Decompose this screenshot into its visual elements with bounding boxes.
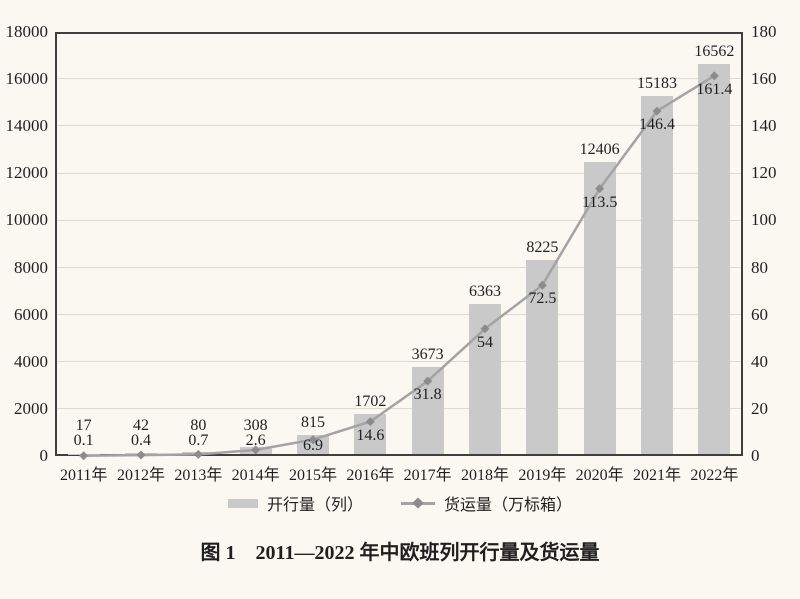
line-value-label: 6.9: [303, 437, 323, 454]
x-axis-tick-label: 2018年: [460, 467, 509, 484]
x-axis-tick-label: 2015年: [288, 467, 337, 484]
bar-value-label: 308: [243, 417, 268, 434]
y-axis-right-tick-label: 140: [751, 116, 777, 136]
bar-value-label: 80: [190, 417, 207, 434]
y-axis-left-tick-label: 0: [39, 446, 49, 465]
line-value-label: 2.6: [245, 432, 266, 449]
diamond-marker-icon: [251, 445, 261, 455]
y-axis-right-tick-label: 80: [751, 257, 768, 277]
gridline: [55, 78, 743, 80]
line-value-label: 72.5: [528, 290, 557, 308]
y-axis-left-tick-label: 10000: [5, 210, 49, 230]
gridline: [55, 313, 743, 315]
x-axis-tick-label: 2019年: [518, 467, 567, 484]
diamond-marker-icon: [537, 280, 547, 290]
diamond-marker-icon: [480, 324, 490, 334]
bar-value-label: 16562: [694, 42, 735, 60]
legend: 开行量（列） 货运量（万标箱）: [0, 492, 800, 514]
x-axis-tick-label: 2020年: [575, 467, 624, 484]
y-axis-right-tick-label: 120: [751, 163, 777, 183]
bar-value-label: 12406: [579, 140, 620, 158]
y-axis-left-tick-label: 6000: [14, 304, 48, 324]
diamond-marker-icon: [709, 71, 719, 81]
gridline: [55, 266, 743, 268]
line-value-label: 113.5: [581, 193, 618, 211]
x-axis-tick-label: 2022年: [690, 467, 739, 484]
figure-caption: 图 1 2011—2022 年中欧班列开行量及货运量: [200, 542, 600, 564]
legend-item-line: 货运量（万标箱）: [401, 491, 572, 515]
gridline: [55, 219, 743, 221]
bar: [641, 96, 673, 454]
line-series-swatch: [401, 497, 435, 509]
y-axis-left-tick-label: 16000: [5, 69, 49, 89]
y-axis-left-tick-label: 8000: [14, 257, 48, 277]
bar: [583, 161, 616, 454]
line-value-label: 0.7: [188, 432, 209, 449]
y-axis-left-tick-label: 4000: [14, 351, 48, 371]
bar-value-label: 815: [301, 413, 325, 431]
diamond-marker-icon: [652, 106, 662, 116]
y-axis-right-tick-label: 60: [751, 304, 768, 324]
y-axis-left-tick-label: 14000: [5, 116, 49, 136]
x-axis-tick-label: 2017年: [403, 467, 452, 484]
diamond-marker-icon: [308, 435, 318, 445]
line-value-label: 31.8: [413, 386, 442, 404]
diamond-marker-icon: [423, 376, 433, 386]
bar-value-label: 17: [75, 417, 92, 434]
y-axis-right-tick-label: 180: [751, 22, 777, 41]
gridline: [55, 361, 743, 363]
bar-value-label: 6363: [469, 283, 501, 301]
diamond-marker-icon: [595, 184, 605, 194]
y-axis-right-tick-label: 20: [751, 398, 768, 418]
legend-label-line: 货运量（万标箱）: [444, 497, 573, 514]
diamond-marker-icon: [365, 417, 375, 427]
line-value-label: 14.6: [356, 426, 385, 444]
gridline: [55, 125, 743, 127]
x-axis-tick-label: 2021年: [632, 467, 681, 484]
line-value-label: 146.4: [639, 116, 675, 134]
x-axis-tick-label: 2016年: [346, 467, 395, 484]
legend-item-bars: 开行量（列）: [227, 491, 363, 515]
bar-series-swatch: [227, 498, 258, 508]
line-value-label: 0.1: [73, 432, 94, 449]
gridline: [55, 172, 743, 174]
bar: [698, 63, 731, 454]
bar: [297, 434, 329, 454]
y-axis-left-tick-label: 18000: [5, 22, 49, 41]
bar-value-label: 8225: [526, 239, 559, 257]
legend-label-bars: 开行量（列）: [266, 497, 363, 514]
x-axis-tick-label: 2012年: [116, 467, 165, 484]
y-axis-right-tick-label: 40: [751, 351, 768, 371]
y-axis-right-tick-label: 100: [751, 210, 777, 230]
plot-area: [55, 32, 743, 456]
bar-value-label: 1702: [354, 392, 387, 410]
diamond-marker-icon: [79, 451, 89, 461]
x-axis-tick-label: 2013年: [174, 467, 223, 484]
y-axis-left-tick-label: 2000: [14, 398, 48, 418]
line-path: [83, 74, 715, 458]
y-axis-left-tick-label: 12000: [5, 163, 49, 183]
y-axis-right-tick-label: 0: [751, 446, 760, 465]
x-axis-tick-label: 2014年: [231, 467, 280, 484]
diamond-marker-icon: [193, 449, 203, 459]
y-axis-right-tick-label: 160: [751, 69, 777, 89]
gridline: [55, 408, 743, 410]
line-value-label: 0.4: [131, 432, 151, 449]
bar-value-label: 42: [133, 417, 149, 434]
diamond-marker-icon: [136, 450, 146, 460]
line-value-label: 54: [477, 333, 493, 351]
bar-value-label: 15183: [637, 75, 677, 93]
bar-value-label: 3673: [411, 346, 444, 364]
line-value-label: 161.4: [696, 80, 733, 98]
x-axis-tick-label: 2011年: [59, 467, 108, 484]
